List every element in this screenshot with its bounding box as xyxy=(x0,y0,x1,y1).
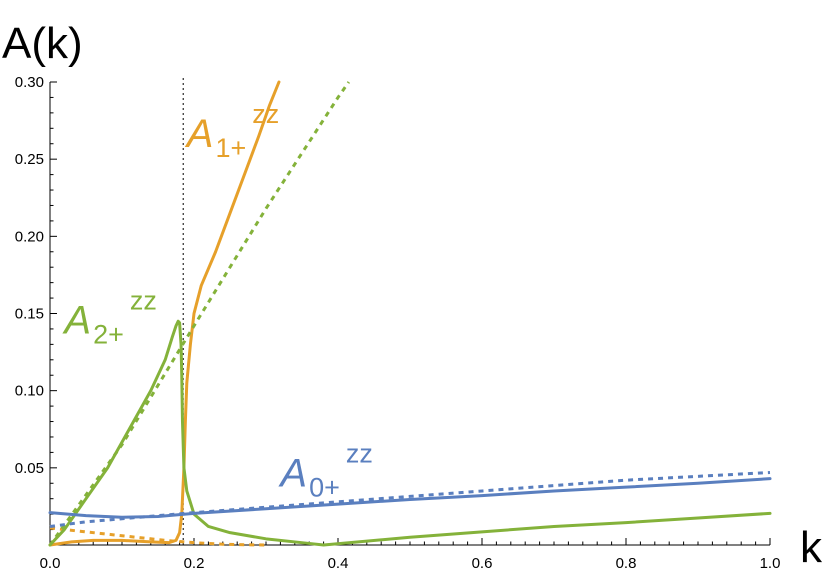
series-annotation: A1+zz xyxy=(185,99,279,163)
y-tick-label: 0.25 xyxy=(15,151,44,168)
y-tick-label: 0.20 xyxy=(15,228,44,245)
x-tick-label: 0.4 xyxy=(328,555,349,572)
y-tick-label: 0.30 xyxy=(15,74,44,91)
curves xyxy=(48,80,772,547)
axes: 0.0 0.2 0.4 0.6 0.8 1.0 0.05 0.10 0.15 0.20 0.25 0.… xyxy=(15,74,781,572)
series-annotation: A2+zz xyxy=(62,286,156,350)
x-tick-label: 0.6 xyxy=(472,555,493,572)
series-line-dashed xyxy=(48,81,351,546)
series-line-dashed xyxy=(49,526,267,547)
x-tick-label: 0.0 xyxy=(40,555,61,572)
series-line-solid xyxy=(48,319,772,547)
series-annotation: A0+zz xyxy=(278,438,372,502)
series-line-solid xyxy=(48,80,281,547)
y-tick-label: 0.10 xyxy=(15,383,44,400)
x-axis-title: k xyxy=(800,523,823,572)
x-tick-label: 1.0 xyxy=(760,555,781,572)
x-tick-label: 0.2 xyxy=(184,555,205,572)
series-line-solid xyxy=(48,477,772,519)
y-tick-label: 0.05 xyxy=(15,460,44,477)
y-tick-label: 0.15 xyxy=(15,306,44,323)
y-axis-title: A(k) xyxy=(2,19,83,68)
annotations: A1+zz A2+zz A0+zz xyxy=(62,99,372,503)
x-tick-label: 0.8 xyxy=(616,555,637,572)
